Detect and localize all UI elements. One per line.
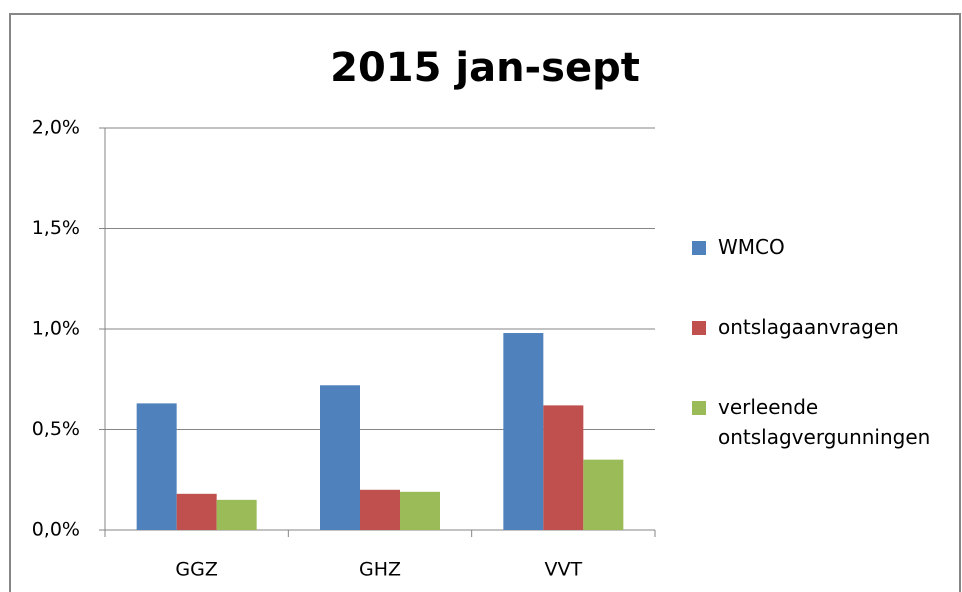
legend-item: verleende ontslagvergunningen <box>692 392 932 472</box>
bar <box>503 333 544 530</box>
x-tick-label: GHZ <box>359 559 401 581</box>
legend-swatch <box>692 241 706 255</box>
bar <box>216 499 257 530</box>
legend-swatch <box>692 321 706 335</box>
chart-border <box>9 13 961 592</box>
x-tick-label: VVT <box>545 559 583 581</box>
chart-title: 2015 jan-sept <box>330 45 640 91</box>
bar <box>176 493 217 530</box>
y-tick-label: 1,0% <box>32 318 80 340</box>
legend-swatch <box>692 401 706 415</box>
bar <box>583 459 624 530</box>
bar <box>320 385 360 530</box>
bar <box>360 489 400 530</box>
bar <box>400 491 440 530</box>
legend: WMCO ontslagaanvragen verleende ontslagver… <box>692 232 932 472</box>
legend-label: WMCO <box>718 235 785 259</box>
y-tick-label: 2,0% <box>32 117 80 139</box>
legend-label: verleende ontslagvergunningen <box>718 395 931 449</box>
legend-item: ontslagaanvragen <box>692 312 932 392</box>
legend-label: ontslagaanvragen <box>718 315 899 339</box>
bar <box>543 405 584 530</box>
x-tick-label: GGZ <box>175 559 217 581</box>
legend-item: WMCO <box>692 232 932 312</box>
y-tick-label: 1,5% <box>32 217 80 239</box>
bar <box>136 403 177 530</box>
y-tick-label: 0,5% <box>32 418 80 440</box>
y-tick-label: 0,0% <box>32 519 80 541</box>
